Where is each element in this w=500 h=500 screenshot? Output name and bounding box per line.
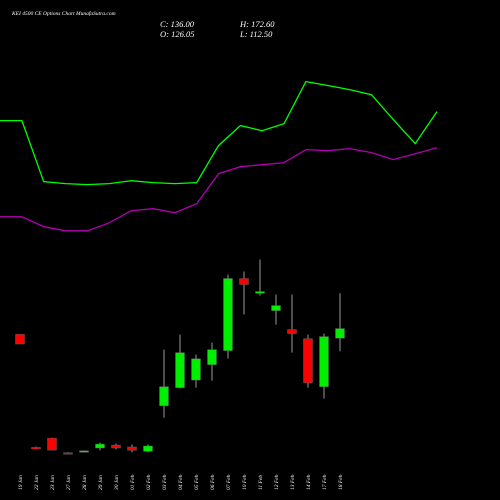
low-label: L: 112.50 xyxy=(239,29,273,39)
candle-body xyxy=(207,349,217,365)
high-label: H: 172.60 xyxy=(239,19,275,29)
candle-body xyxy=(319,336,329,387)
x-tick-label: 30 Jan xyxy=(114,475,120,491)
candle-body xyxy=(191,358,201,381)
x-tick-label: 27 Jan xyxy=(66,475,72,490)
x-tick-label: 22 Jan xyxy=(34,475,40,490)
x-tick-label: 18 Feb xyxy=(338,474,344,490)
x-tick-label: 23 Jan xyxy=(50,475,56,490)
candle-body xyxy=(95,443,105,449)
x-tick-label: 19 Jan xyxy=(18,475,24,490)
candle-body xyxy=(15,334,25,345)
candle-body xyxy=(143,445,153,452)
x-tick-label: 05 Feb xyxy=(194,474,200,490)
x-tick-label: 04 Feb xyxy=(177,474,184,490)
candle-body xyxy=(47,437,57,451)
x-tick-label: 29 Jan xyxy=(98,475,104,490)
open-label: O: 126.05 xyxy=(160,29,194,39)
candle-body xyxy=(335,328,345,339)
x-tick-label: 03 Feb xyxy=(162,474,168,490)
x-tick-label: 17 Feb xyxy=(322,474,328,490)
candle-body xyxy=(79,450,89,453)
x-tick-label: 06 Feb xyxy=(210,474,216,490)
candle-body xyxy=(127,446,137,451)
candle-body xyxy=(255,291,265,294)
candle-body xyxy=(63,452,73,455)
candle-body xyxy=(271,305,281,311)
candle-body xyxy=(223,278,233,351)
candle-body xyxy=(175,352,185,388)
candle-body xyxy=(111,444,121,449)
x-tick-label: 07 Feb xyxy=(226,474,232,490)
x-tick-label: 02 Feb xyxy=(146,474,152,490)
candle-body xyxy=(159,386,169,406)
x-tick-label: 28 Jan xyxy=(82,475,88,490)
x-tick-label: 10 Feb xyxy=(242,474,248,490)
x-tick-label: 11 Feb xyxy=(258,475,264,490)
close-label: C: 136.00 xyxy=(160,19,195,29)
overlay-line xyxy=(0,147,438,232)
candle-body xyxy=(287,329,297,334)
candle-body xyxy=(31,447,41,450)
chart-title: KEI 4500 CE Options Chart MunafaSutra.co… xyxy=(11,10,116,17)
x-tick-label: 13 Feb xyxy=(290,474,296,490)
candle-body xyxy=(239,278,249,285)
overlay-line xyxy=(0,80,438,186)
x-tick-label: 12 Feb xyxy=(274,474,280,490)
candle-body xyxy=(303,338,313,383)
x-tick-label: 01 Feb xyxy=(130,474,136,490)
x-tick-label: 14 Feb xyxy=(305,474,312,490)
